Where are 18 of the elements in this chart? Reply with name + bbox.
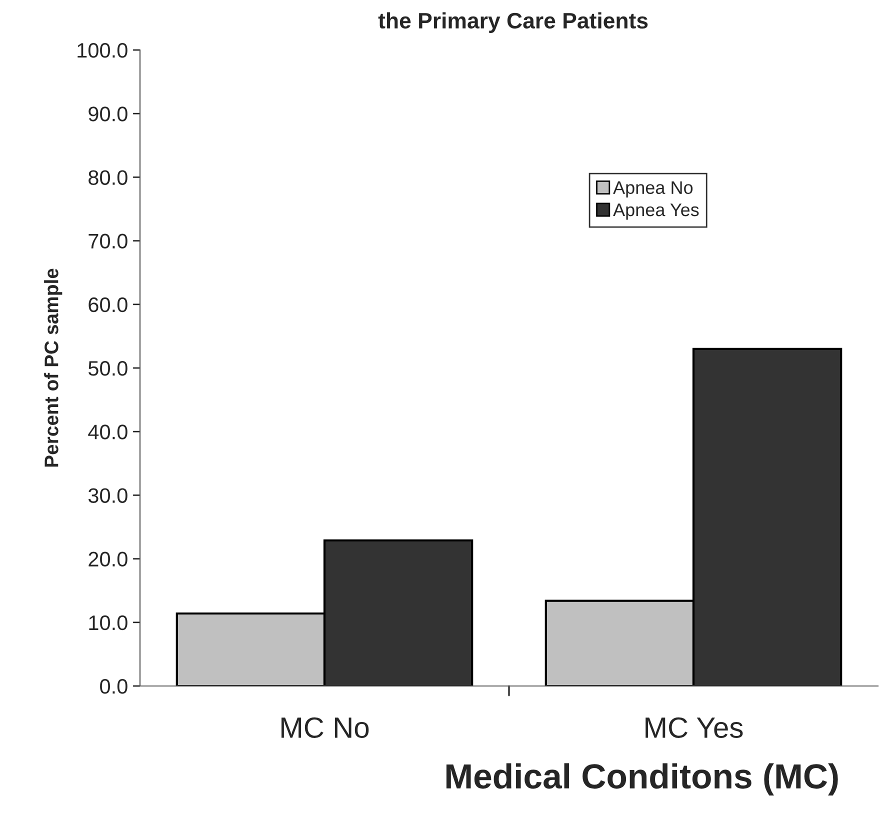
y-tick-label: 100.0 xyxy=(78,43,128,58)
legend-label: Apnea Yes xyxy=(613,204,699,220)
y-tick-label: 80.0 xyxy=(88,170,128,185)
y-tick-label: 0.0 xyxy=(100,679,128,694)
x-axis-title: Medical Conditons (MC) xyxy=(446,763,838,796)
x-tick-label: MC No xyxy=(282,717,369,738)
y-tick-label: 90.0 xyxy=(88,106,128,122)
y-tick-label: 60.0 xyxy=(88,297,128,312)
y-tick-label: 70.0 xyxy=(88,234,128,249)
y-tick-label: 50.0 xyxy=(88,361,128,376)
chart-title: the Primary Care Patients xyxy=(378,12,648,33)
y-tick-label: 20.0 xyxy=(88,552,128,567)
y-tick-label: 30.0 xyxy=(88,488,128,503)
x-tick-label: MC Yes xyxy=(646,717,743,738)
y-tick-label: 10.0 xyxy=(89,615,128,630)
y-tick-label: 40.0 xyxy=(88,424,128,440)
legend-label: Apnea No xyxy=(613,181,693,198)
y-axis-title: Percent of PC sample xyxy=(44,268,62,467)
